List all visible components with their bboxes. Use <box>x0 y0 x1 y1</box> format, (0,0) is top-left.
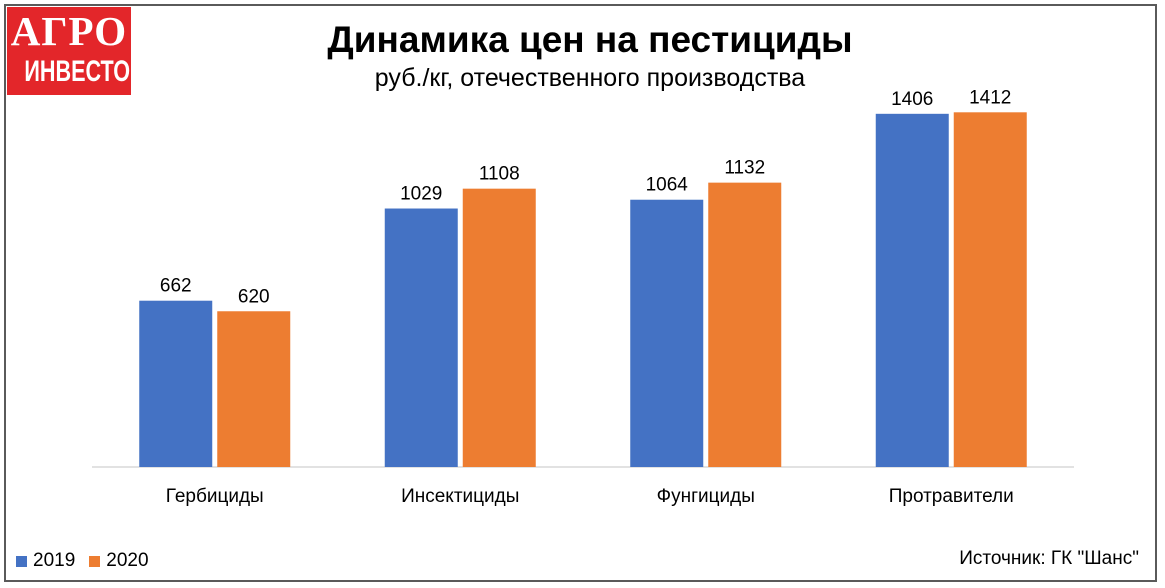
legend-label-2020: 2020 <box>106 550 149 571</box>
data-label-2019-2: 1064 <box>646 175 689 196</box>
bar-2020-2 <box>708 182 782 467</box>
legend-swatch-2019 <box>16 555 27 567</box>
category-label-2: Фунгициды <box>657 486 755 507</box>
legend-item-2019: 2019 <box>16 550 75 572</box>
data-label-2019-0: 662 <box>160 276 192 297</box>
legend-label-2019: 2019 <box>33 550 76 571</box>
legend-swatch-2020 <box>89 555 101 567</box>
data-label-2020-3: 1412 <box>969 87 1011 108</box>
bar-2020-0 <box>217 311 291 467</box>
category-label-1: Инсектициды <box>401 486 519 507</box>
logo-line-1: АГРО <box>10 8 128 54</box>
legend: 2019 2020 <box>16 549 163 573</box>
agroinvestor-logo: АГРО ИНВЕСТОР <box>7 7 144 95</box>
chart-subtitle: руб./кг, отечественного производства <box>374 64 806 92</box>
data-label-2019-3: 1406 <box>891 89 933 110</box>
bar-2020-1 <box>462 188 536 467</box>
bar-2019-2 <box>630 199 704 467</box>
category-label-3: Протравители <box>889 486 1014 507</box>
data-label-2019-1: 1029 <box>400 184 442 205</box>
chart-title: Динамика цен на пестициды <box>327 19 853 60</box>
bar-2019-3 <box>875 113 949 467</box>
source-note: Источник: ГК "Шанс" <box>959 548 1139 569</box>
bar-2019-0 <box>139 300 213 467</box>
data-label-2020-1: 1108 <box>479 164 520 185</box>
bar-2020-3 <box>953 112 1027 467</box>
category-label-0: Гербициды <box>166 486 264 507</box>
data-label-2020-0: 620 <box>238 286 270 307</box>
data-label-2020-2: 1132 <box>724 158 765 179</box>
legend-item-2020: 2020 <box>89 550 149 572</box>
bar-2019-1 <box>384 208 458 467</box>
